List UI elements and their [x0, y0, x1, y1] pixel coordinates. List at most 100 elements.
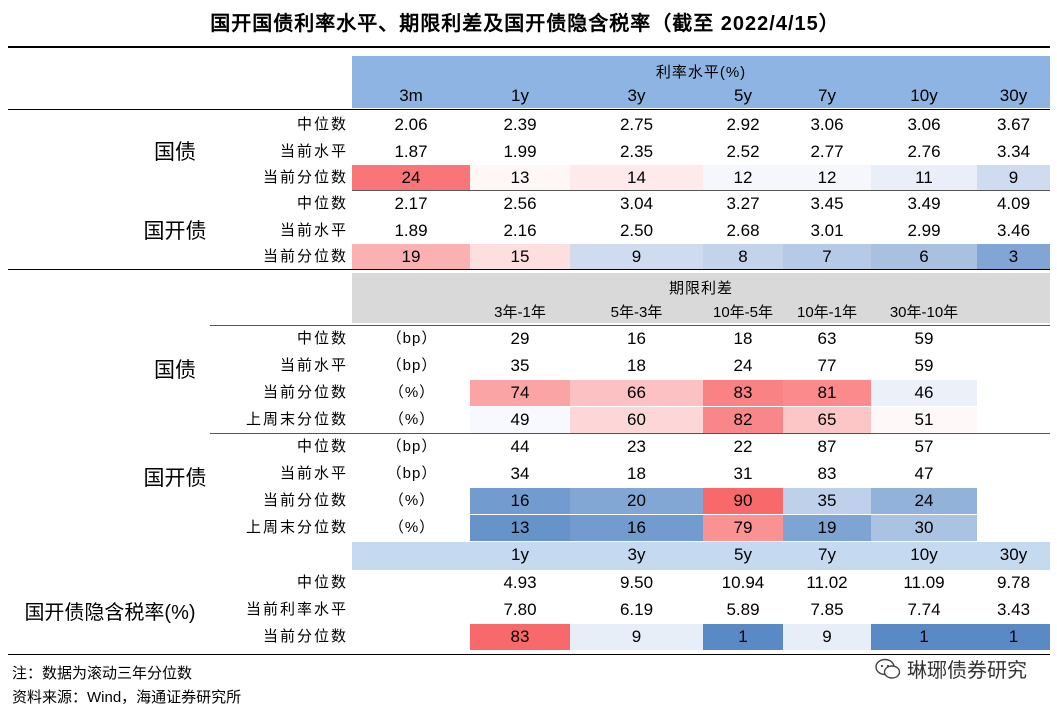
- row-unit: （%）: [388, 384, 436, 401]
- value-cell: 18: [733, 329, 753, 348]
- value-cell: 2.56: [503, 194, 537, 213]
- value-cell: 20: [570, 488, 703, 514]
- col-header: 10y: [910, 545, 938, 564]
- value-cell: 14: [570, 165, 703, 191]
- row-unit: （bp）: [386, 438, 438, 455]
- col-header: 10年-1年: [796, 304, 858, 321]
- rule: [210, 433, 1050, 434]
- tax-rate-header-band: [352, 542, 1050, 570]
- value-cell: 11.09: [903, 573, 945, 592]
- value-cell: 7.80: [503, 600, 537, 619]
- source-note: 资料来源：Wind，海通证券研究所: [12, 689, 242, 706]
- value-cell: 3.01: [810, 220, 844, 240]
- row-label: 中位数: [296, 195, 348, 212]
- col-header: 3y: [627, 86, 646, 105]
- value-cell: 83: [470, 624, 570, 650]
- value-cell: 1.87: [394, 141, 428, 161]
- rule: [352, 190, 1050, 191]
- value-cell: 79: [703, 515, 783, 541]
- value-cell: 2.39: [503, 115, 537, 134]
- value-cell: 2.76: [907, 141, 941, 161]
- value-cell: 3.49: [907, 194, 941, 213]
- value-cell: 9: [570, 244, 703, 270]
- col-header: 10年-5年: [712, 304, 774, 321]
- bottom-rule: [8, 654, 1050, 655]
- col-header: 3m: [399, 86, 423, 105]
- value-cell: 49: [470, 407, 570, 433]
- col-header: 1y: [511, 86, 529, 105]
- value-cell: 1: [871, 624, 977, 650]
- term-spread-header-band: [352, 273, 1050, 323]
- row-label: 当前分位数: [262, 492, 348, 509]
- row-label: 当前分位数: [262, 248, 348, 265]
- value-cell: 1.89: [394, 220, 428, 240]
- value-cell: 6.19: [619, 600, 654, 619]
- value-cell: 3.06: [907, 115, 941, 134]
- row-unit: （%）: [388, 492, 436, 509]
- wechat-icon: [875, 658, 901, 679]
- value-cell: 13: [470, 165, 570, 191]
- row-label: 当前水平: [279, 465, 348, 482]
- rule: [8, 269, 1050, 270]
- value-cell: 3.06: [810, 115, 844, 134]
- value-cell: 2.92: [726, 115, 760, 134]
- value-cell: 81: [783, 380, 871, 406]
- row-label: 中位数: [296, 330, 348, 347]
- col-header: 7y: [818, 86, 836, 105]
- value-cell: 35: [783, 488, 871, 514]
- group-label: 国债: [154, 141, 196, 164]
- row-label: 上周末分位数: [245, 519, 348, 536]
- rate-level-header-band: [352, 56, 1050, 108]
- value-cell: 24: [733, 356, 753, 375]
- col-header: 5y: [734, 86, 752, 105]
- value-cell: 12: [783, 165, 871, 191]
- value-cell: 4.93: [503, 573, 537, 592]
- value-cell: 7.74: [907, 600, 941, 619]
- value-cell: 31: [733, 464, 753, 483]
- value-cell: 3.04: [619, 194, 654, 213]
- value-cell: 46: [871, 380, 977, 406]
- value-cell: 9: [783, 624, 871, 650]
- value-cell: 11: [871, 165, 977, 191]
- value-cell: 47: [914, 464, 934, 483]
- value-cell: 2.17: [394, 194, 428, 213]
- value-cell: 35: [510, 356, 530, 375]
- value-cell: 90: [703, 488, 783, 514]
- row-unit: （%）: [388, 411, 436, 428]
- value-cell: 77: [817, 356, 837, 375]
- value-cell: 3.67: [996, 115, 1031, 134]
- row-label: 当前水平: [279, 357, 348, 374]
- value-cell: 2.68: [726, 220, 760, 240]
- value-cell: 1: [977, 624, 1050, 650]
- value-cell: 2.16: [503, 220, 537, 240]
- group-label: 国开债隐含税率(%): [24, 602, 196, 624]
- value-cell: 66: [570, 380, 703, 406]
- row-label: 中位数: [296, 574, 348, 591]
- value-cell: 83: [703, 380, 783, 406]
- row-label: 当前利率水平: [245, 601, 348, 618]
- value-cell: 2.35: [619, 141, 654, 161]
- value-cell: 74: [470, 380, 570, 406]
- row-label: 当前分位数: [262, 628, 348, 645]
- col-header: 5年-3年: [610, 304, 663, 321]
- value-cell: 9.50: [619, 573, 654, 592]
- rule: [210, 325, 1050, 326]
- value-cell: 18: [627, 356, 646, 375]
- value-cell: 2.50: [619, 220, 654, 240]
- value-cell: 59: [914, 356, 934, 375]
- value-cell: 12: [703, 165, 783, 191]
- value-cell: 9: [977, 165, 1050, 191]
- term-spread-header-title: 期限利差: [668, 280, 733, 297]
- value-cell: 7.85: [810, 600, 844, 619]
- watermark: 琳琊债券研究: [875, 654, 1027, 683]
- value-cell: 16: [470, 488, 570, 514]
- row-label: 当前分位数: [262, 384, 348, 401]
- value-cell: 8: [703, 244, 783, 270]
- row-label: 中位数: [296, 438, 348, 455]
- value-cell: 16: [627, 329, 646, 348]
- value-cell: 16: [570, 515, 703, 541]
- group-label: 国债: [154, 359, 196, 382]
- value-cell: 19: [783, 515, 871, 541]
- value-cell: 23: [627, 437, 646, 456]
- col-header: 30年-10年: [889, 304, 959, 321]
